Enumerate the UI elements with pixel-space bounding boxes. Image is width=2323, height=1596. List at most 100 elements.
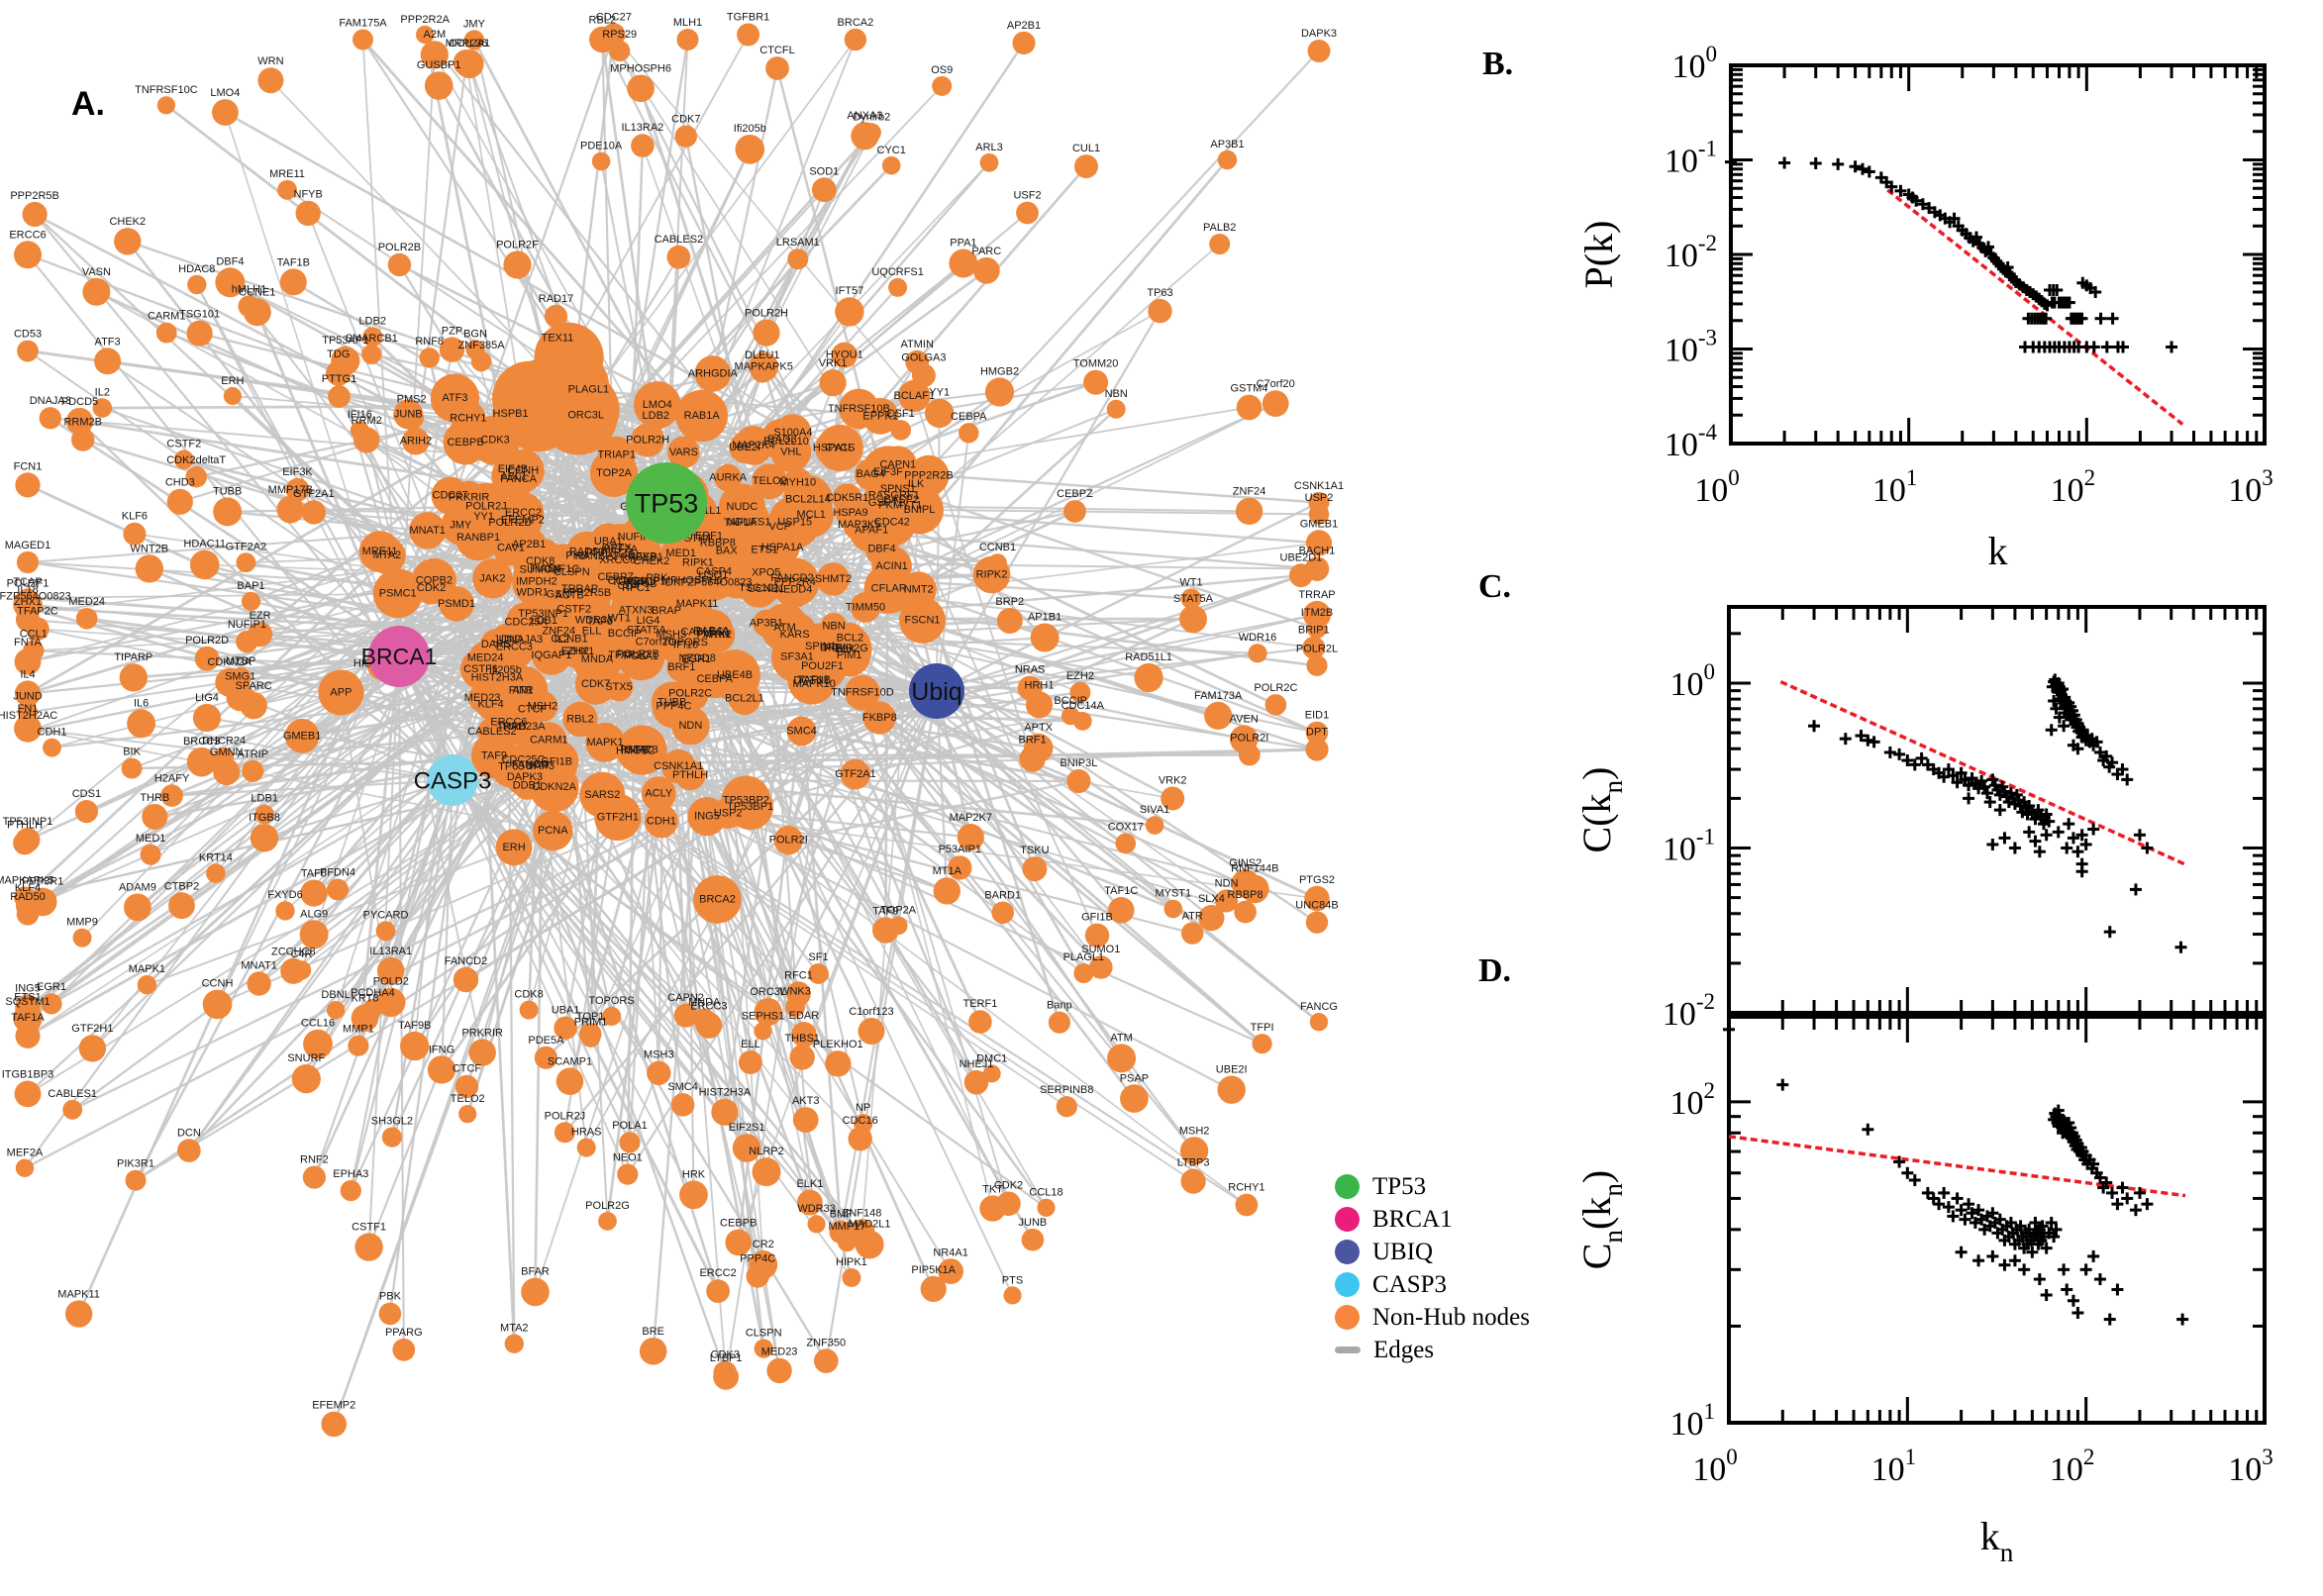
network-node bbox=[1022, 856, 1048, 882]
gene-label: CCNE1 bbox=[748, 583, 784, 595]
gene-label: PPP4C bbox=[656, 700, 691, 712]
network-node bbox=[877, 476, 925, 524]
gene-label: BRF1 bbox=[667, 661, 695, 673]
network-node bbox=[797, 667, 831, 701]
network-node bbox=[1204, 701, 1233, 731]
network-node bbox=[647, 1060, 671, 1086]
gene-label: TP63 bbox=[498, 761, 524, 773]
legend-label: BRCA1 bbox=[1372, 1205, 1453, 1233]
gene-label: GTF2A1 bbox=[835, 768, 876, 780]
network-node bbox=[505, 602, 547, 644]
network-node bbox=[454, 1074, 479, 1099]
gene-label: LIG4 bbox=[637, 615, 660, 627]
gene-label: FANCD2 bbox=[770, 572, 813, 584]
network-node bbox=[631, 134, 655, 157]
gene-label: ILK bbox=[908, 478, 925, 490]
network-node bbox=[808, 963, 829, 984]
network-node bbox=[302, 1165, 326, 1189]
network-node bbox=[189, 549, 220, 580]
gene-label: HSPA1A bbox=[761, 542, 804, 553]
gene-label: VHL bbox=[780, 446, 801, 457]
network-node bbox=[119, 663, 148, 692]
axis-tick-label: 102 bbox=[2051, 465, 2096, 509]
network-node bbox=[155, 322, 177, 344]
gene-label: THRB bbox=[497, 721, 527, 733]
gene-label: KIF5B bbox=[627, 578, 657, 590]
gene-label: RBL2 bbox=[566, 713, 594, 725]
gene-label: GTF2H1 bbox=[597, 811, 639, 823]
gene-label: NBN bbox=[822, 620, 845, 632]
gene-label: LMO4 bbox=[643, 399, 672, 411]
gene-label: PBK bbox=[646, 572, 668, 584]
data-points bbox=[1723, 1023, 2189, 1326]
gene-label: MPHOSPH6 bbox=[661, 575, 723, 587]
network-node bbox=[140, 844, 161, 865]
network-node bbox=[321, 1411, 348, 1438]
network-node bbox=[1231, 869, 1261, 898]
network-node-labels: TP53INP1 P53AIP1 TFAP2C KLF4 HIST2H3A PLAGL1 L… bbox=[0, 11, 1344, 1411]
network-node bbox=[673, 1003, 698, 1028]
gene-label: PARK2 bbox=[697, 629, 732, 641]
network-node bbox=[888, 916, 908, 936]
network-node bbox=[754, 1022, 772, 1041]
network-node bbox=[602, 23, 626, 47]
gene-label: RAD23A bbox=[503, 721, 546, 733]
network-node bbox=[878, 446, 918, 485]
network-node bbox=[728, 682, 761, 716]
network-node bbox=[1308, 504, 1330, 525]
axis-tick-label: 101 bbox=[1871, 1445, 1917, 1488]
network-node bbox=[17, 340, 39, 362]
network-node bbox=[816, 424, 863, 472]
network-node bbox=[156, 96, 175, 115]
network-node bbox=[492, 530, 530, 566]
network-node bbox=[39, 407, 61, 430]
network-node bbox=[890, 420, 911, 441]
network-node bbox=[16, 550, 40, 574]
network-node bbox=[326, 1001, 346, 1020]
network-node bbox=[711, 1098, 739, 1126]
gene-label: CDC25C bbox=[501, 754, 545, 766]
gene-label: C7orf20 bbox=[636, 637, 674, 648]
network-node bbox=[1074, 154, 1098, 179]
network-node bbox=[855, 458, 887, 491]
network-node bbox=[959, 423, 979, 444]
network-node bbox=[254, 804, 275, 825]
network-node bbox=[62, 1099, 83, 1120]
gene-label: TNFRSF10B bbox=[828, 403, 890, 415]
gene-label: CDK3 bbox=[480, 435, 509, 447]
legend-label: TP53 bbox=[1372, 1172, 1427, 1200]
network-node bbox=[1302, 636, 1326, 659]
gene-label: PSMD1 bbox=[438, 598, 475, 610]
nonhub-node-swatch-icon bbox=[1335, 1305, 1360, 1330]
network-node bbox=[1180, 588, 1202, 610]
network-node bbox=[792, 1107, 819, 1133]
network-node bbox=[166, 488, 193, 515]
network-node bbox=[519, 1000, 539, 1020]
network-node bbox=[351, 1004, 379, 1033]
gene-label: TNFRSF10D bbox=[831, 687, 894, 699]
network-node bbox=[326, 360, 352, 386]
network-node bbox=[1089, 955, 1113, 979]
gene-label: DARS bbox=[481, 639, 512, 650]
gene-label: ATF3 bbox=[442, 392, 467, 404]
gene-label: BCCIP bbox=[608, 628, 642, 640]
network-node bbox=[832, 483, 862, 514]
network-node bbox=[127, 709, 156, 739]
network-node bbox=[275, 901, 295, 921]
network-node bbox=[797, 1189, 823, 1216]
network-node bbox=[948, 855, 972, 880]
gene-label: DNAJA3 bbox=[501, 634, 543, 646]
gene-label: CABLES2 bbox=[467, 726, 517, 738]
network-node bbox=[988, 553, 1007, 573]
gene-label: MNDA bbox=[581, 653, 614, 665]
axis-tick-label: 103 bbox=[2228, 465, 2273, 509]
network-node bbox=[1179, 605, 1207, 634]
network-node bbox=[1148, 298, 1172, 324]
gene-label: STX5 bbox=[605, 681, 633, 693]
gene-label: NFYB bbox=[628, 550, 656, 562]
network-node bbox=[984, 377, 1015, 407]
network-node bbox=[991, 901, 1014, 925]
network-node bbox=[641, 776, 676, 812]
legend-item-tp53: TP53 bbox=[1335, 1170, 1530, 1203]
